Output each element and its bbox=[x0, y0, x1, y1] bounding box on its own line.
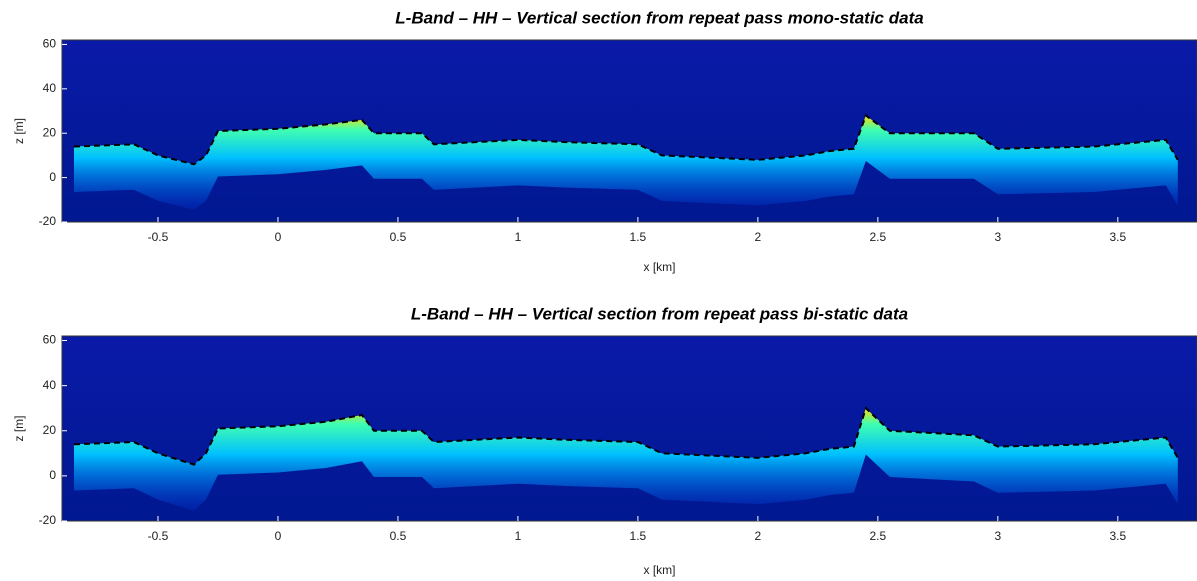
y-axis-label: z [m] bbox=[12, 118, 26, 144]
x-tick-label: 2.5 bbox=[870, 230, 887, 244]
x-tick-label: 3 bbox=[994, 529, 1001, 543]
plot-frame bbox=[61, 335, 1197, 522]
y-tick-label: -20 bbox=[39, 513, 57, 527]
x-tick-label: -0.5 bbox=[148, 529, 169, 543]
chart-title: L-Band – HH – Vertical section from repe… bbox=[395, 8, 923, 27]
plot-area bbox=[73, 113, 1179, 210]
plot-area bbox=[73, 406, 1179, 511]
intensity-band bbox=[73, 115, 1178, 210]
x-axis-label: x [km] bbox=[644, 260, 676, 274]
y-tick-label: 40 bbox=[43, 81, 57, 95]
x-tick-label: 3.5 bbox=[1109, 230, 1126, 244]
x-tick-label: 2 bbox=[755, 529, 762, 543]
intensity-band bbox=[73, 408, 1178, 511]
surface-line bbox=[73, 113, 1179, 166]
y-tick-label: 0 bbox=[49, 468, 56, 482]
x-tick-label: -0.5 bbox=[148, 230, 169, 244]
x-tick-label: 2 bbox=[755, 230, 762, 244]
x-tick-label: 3.5 bbox=[1109, 529, 1126, 543]
y-axis-label: z [m] bbox=[12, 416, 26, 442]
panel: L-Band – HH – Vertical section from repe… bbox=[12, 304, 1197, 577]
x-tick-label: 3 bbox=[994, 230, 1001, 244]
y-tick-label: 20 bbox=[43, 125, 57, 139]
chart-title: L-Band – HH – Vertical section from repe… bbox=[411, 304, 908, 323]
y-tick-label: 60 bbox=[43, 37, 57, 51]
y-tick-label: -20 bbox=[39, 214, 57, 228]
x-tick-label: 1.5 bbox=[630, 230, 647, 244]
x-tick-label: 1 bbox=[515, 230, 522, 244]
x-tick-label: 1 bbox=[515, 529, 522, 543]
x-tick-label: 0 bbox=[275, 529, 282, 543]
x-tick-label: 1.5 bbox=[630, 529, 647, 543]
plot-frame bbox=[61, 39, 1197, 223]
x-tick-label: 0.5 bbox=[390, 230, 407, 244]
x-axis-label: x [km] bbox=[644, 563, 676, 577]
panel: L-Band – HH – Vertical section from repe… bbox=[12, 8, 1197, 274]
surface-line bbox=[73, 406, 1179, 466]
y-tick-label: 40 bbox=[43, 378, 57, 392]
x-tick-label: 0.5 bbox=[390, 529, 407, 543]
y-tick-label: 20 bbox=[43, 423, 57, 437]
x-tick-label: 2.5 bbox=[870, 529, 887, 543]
x-tick-label: 0 bbox=[275, 230, 282, 244]
y-tick-label: 0 bbox=[49, 170, 56, 184]
y-tick-label: 60 bbox=[43, 333, 57, 347]
